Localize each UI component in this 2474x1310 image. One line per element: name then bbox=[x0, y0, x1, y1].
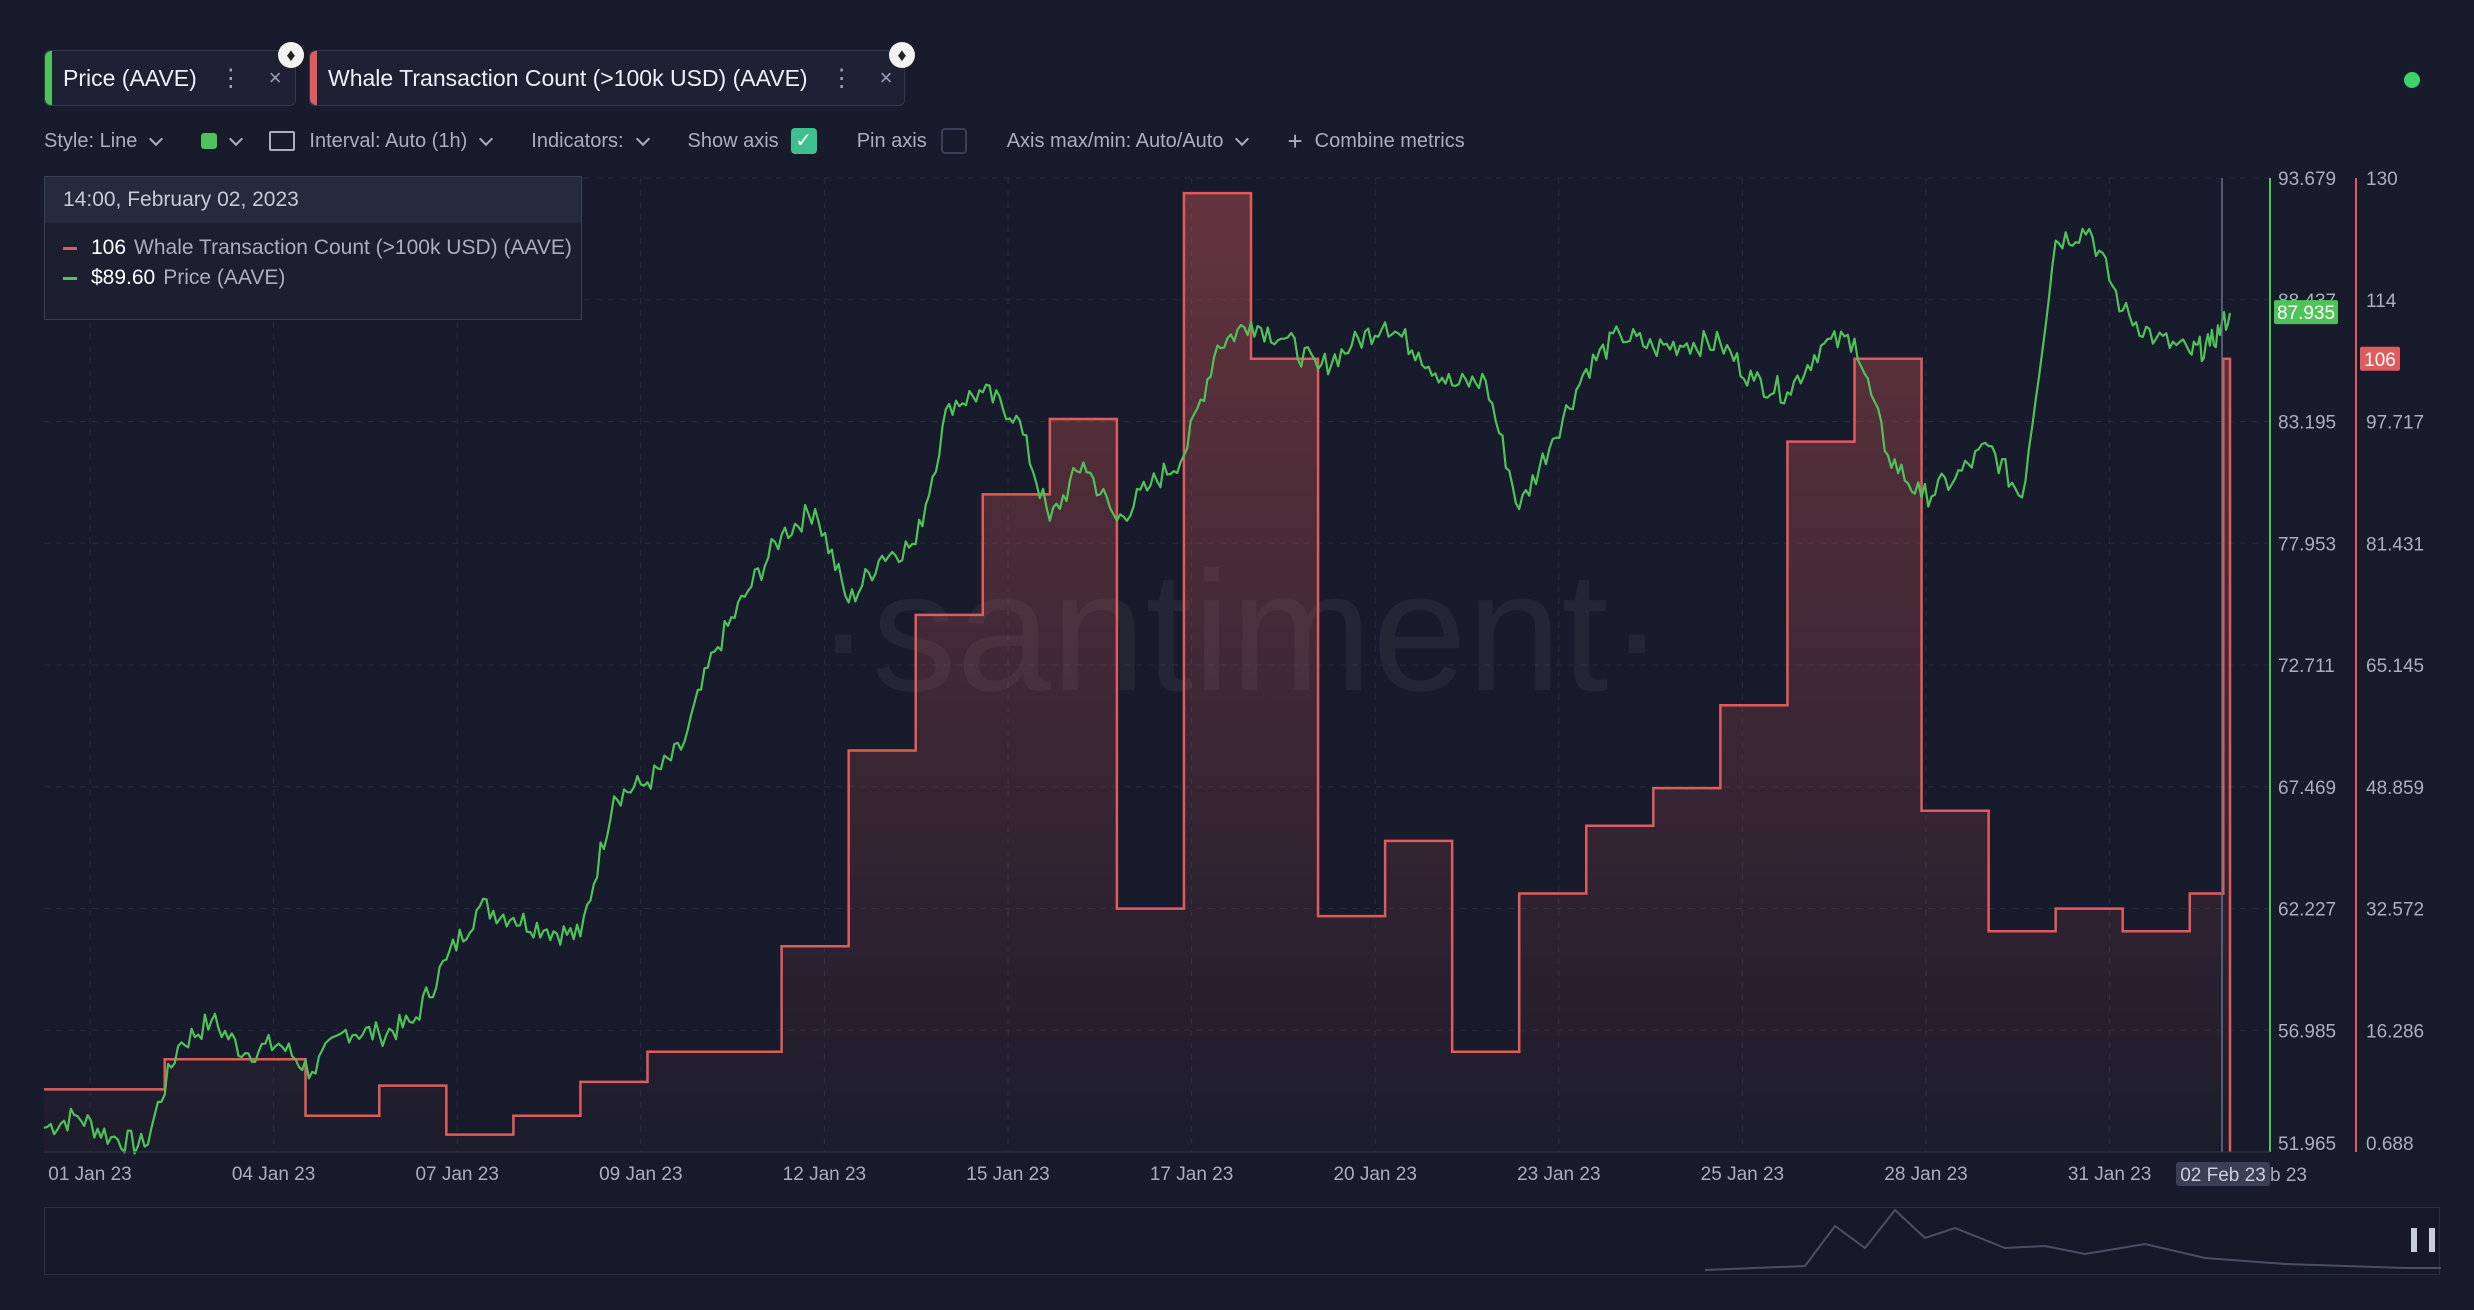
pin-axis-checkbox[interactable] bbox=[940, 128, 967, 154]
price-axis-tick-label: 93.679 bbox=[2278, 169, 2336, 190]
x-axis-tick-label: 01 Jan 23 bbox=[48, 1164, 131, 1185]
tab-price-menu-icon[interactable]: ⋮ bbox=[218, 64, 243, 92]
whale-series bbox=[44, 191, 2232, 1153]
interval-icon bbox=[269, 131, 296, 151]
x-axis-tick-label: 23 Jan 23 bbox=[1517, 1164, 1600, 1185]
price-line bbox=[43, 227, 2232, 1155]
axis-maxmin-label: Axis max/min: Auto/Auto bbox=[1006, 129, 1224, 152]
plus-icon: + bbox=[1287, 125, 1303, 156]
chart-tooltip: 14:00, February 02, 2023 106 Whale Trans… bbox=[44, 176, 582, 320]
whale-axis-tick-label: 114 bbox=[2366, 291, 2397, 312]
combine-metrics-button[interactable]: + Combine metrics bbox=[1287, 126, 1464, 157]
x-axis-tick-label: 15 Jan 23 bbox=[966, 1164, 1049, 1185]
whale-axis-tick-label: 130 bbox=[2366, 169, 2398, 190]
style-label: Style: Line bbox=[44, 129, 138, 152]
indicators-dropdown[interactable]: Indicators: bbox=[531, 129, 650, 153]
whale-axis-tick-label: 97.717 bbox=[2366, 413, 2424, 434]
price-axis-tick-label: 62.227 bbox=[2278, 900, 2336, 921]
combine-metrics-label: Combine metrics bbox=[1314, 129, 1465, 152]
price-axis-tick-label: 72.711 bbox=[2278, 656, 2335, 677]
tab-whale-menu-icon[interactable]: ⋮ bbox=[829, 64, 854, 92]
x-axis-tick-label: 31 Jan 23 bbox=[2068, 1164, 2151, 1185]
status-dot-icon bbox=[2404, 72, 2420, 88]
price-axis-tick-label: 51.965 bbox=[2278, 1134, 2336, 1155]
show-axis-toggle[interactable]: Show axis ✓ bbox=[688, 128, 817, 154]
price-axis-tick-label: 56.985 bbox=[2278, 1021, 2336, 1042]
ethereum-icon: ♦ bbox=[889, 42, 915, 68]
price-axis-tick-label: 67.469 bbox=[2278, 778, 2336, 799]
indicators-label: Indicators: bbox=[531, 129, 624, 152]
tab-whale-close-icon[interactable]: × bbox=[879, 65, 893, 90]
navigator-minimap bbox=[1704, 1208, 2441, 1271]
x-axis-tick-label: 09 Jan 23 bbox=[599, 1164, 682, 1185]
whale-current-badge bbox=[2360, 346, 2400, 371]
price-series bbox=[43, 227, 2232, 1155]
whale-legend-dash bbox=[63, 246, 77, 250]
whale-area bbox=[44, 193, 2230, 1153]
price-current-label: 87.935 bbox=[2277, 303, 2335, 324]
tooltip-whale-value: 106 bbox=[91, 236, 127, 259]
interval-dropdown[interactable]: Interval: Auto (1h) bbox=[269, 129, 494, 153]
whale-line bbox=[44, 191, 2232, 1152]
whale-axis-tick-label: 0.688 bbox=[2366, 1134, 2414, 1155]
navigator-handle-left[interactable] bbox=[2411, 1228, 2417, 1252]
tab-price-label: Price (AAVE) bbox=[63, 64, 197, 91]
tab-whale-color-bar bbox=[310, 51, 317, 105]
x-axis-tick-label: 20 Jan 23 bbox=[1333, 1164, 1416, 1185]
tab-price-color-bar bbox=[45, 51, 52, 105]
pin-axis-toggle[interactable]: Pin axis bbox=[857, 128, 967, 154]
tooltip-whale-name: Whale Transaction Count (>100k USD) (AAV… bbox=[134, 236, 572, 259]
whale-axis-tick-label: 16.286 bbox=[2366, 1021, 2424, 1042]
tooltip-row-price: $89.60 Price (AAVE) bbox=[45, 263, 581, 293]
pin-axis-label: Pin axis bbox=[856, 129, 927, 152]
tooltip-datetime: 14:00, February 02, 2023 bbox=[45, 177, 581, 223]
style-dropdown[interactable]: Style: Line bbox=[44, 129, 164, 153]
interval-label: Interval: Auto (1h) bbox=[309, 129, 468, 152]
x-axis-tick-label: 07 Jan 23 bbox=[415, 1164, 498, 1185]
show-axis-checkbox-icon[interactable]: ✓ bbox=[790, 128, 817, 154]
x-axis-tick-label: 12 Jan 23 bbox=[783, 1164, 866, 1185]
x-axis-tick-label: 28 Jan 23 bbox=[1884, 1164, 1967, 1185]
tab-price[interactable]: Price (AAVE) ⋮ × bbox=[44, 50, 296, 106]
price-current-badge bbox=[2274, 300, 2338, 325]
x-axis-tick-label: 04 Jan 23 bbox=[232, 1164, 315, 1185]
whale-axis-tick-label: 81.431 bbox=[2366, 534, 2424, 555]
x-axis-tick-label: 25 Jan 23 bbox=[1701, 1164, 1784, 1185]
cursor-date-badge bbox=[2176, 1162, 2270, 1186]
whale-axis-tick-label: 48.859 bbox=[2366, 778, 2424, 799]
ethereum-icon: ♦ bbox=[278, 42, 304, 68]
chart-toolbar: Style: Line Interval: Auto (1h) Indicato… bbox=[44, 126, 1505, 156]
whale-axis-tick-label: 32.572 bbox=[2366, 900, 2424, 921]
whale-axis-tick-label: 65.145 bbox=[2366, 656, 2424, 677]
tab-price-close-icon[interactable]: × bbox=[268, 65, 282, 90]
show-axis-label: Show axis bbox=[687, 129, 779, 152]
x-axis-tick-label: 17 Jan 23 bbox=[1150, 1164, 1233, 1185]
range-navigator[interactable] bbox=[44, 1207, 2441, 1275]
tab-whale[interactable]: Whale Transaction Count (>100k USD) (AAV… bbox=[309, 50, 905, 106]
navigator-handle-right[interactable] bbox=[2429, 1228, 2435, 1252]
price-axis-tick-label: 83.195 bbox=[2278, 413, 2336, 434]
whale-current-label: 106 bbox=[2364, 350, 2396, 371]
axis-maxmin-dropdown[interactable]: Axis max/min: Auto/Auto bbox=[1006, 129, 1250, 153]
cursor-date-suffix: b 23 bbox=[2270, 1165, 2307, 1186]
tooltip-price-value: $89.60 bbox=[91, 266, 156, 289]
tab-whale-label: Whale Transaction Count (>100k USD) (AAV… bbox=[328, 64, 808, 91]
color-swatch bbox=[201, 133, 218, 149]
price-axis-ticks: 93.67988.43783.19577.95372.71167.46962.2… bbox=[2278, 169, 2336, 1155]
axis-badges: 87.935 106 bbox=[2274, 300, 2400, 371]
price-axis-tick-label: 77.953 bbox=[2278, 534, 2336, 555]
x-axis-ticks: 01 Jan 23 04 Jan 23 07 Jan 23 09 Jan 23 12 J… bbox=[48, 1162, 2307, 1186]
whale-axis-ticks: 130 114 97.717 81.431 65.145 48.859 32.572 16.2… bbox=[2366, 169, 2424, 1155]
color-picker[interactable] bbox=[201, 131, 244, 149]
tooltip-row-whale: 106 Whale Transaction Count (>100k USD) … bbox=[45, 233, 581, 263]
cursor-date-label: 02 Feb 23 bbox=[2180, 1165, 2266, 1186]
price-legend-dash bbox=[63, 276, 77, 280]
tooltip-price-name: Price (AAVE) bbox=[163, 266, 286, 289]
